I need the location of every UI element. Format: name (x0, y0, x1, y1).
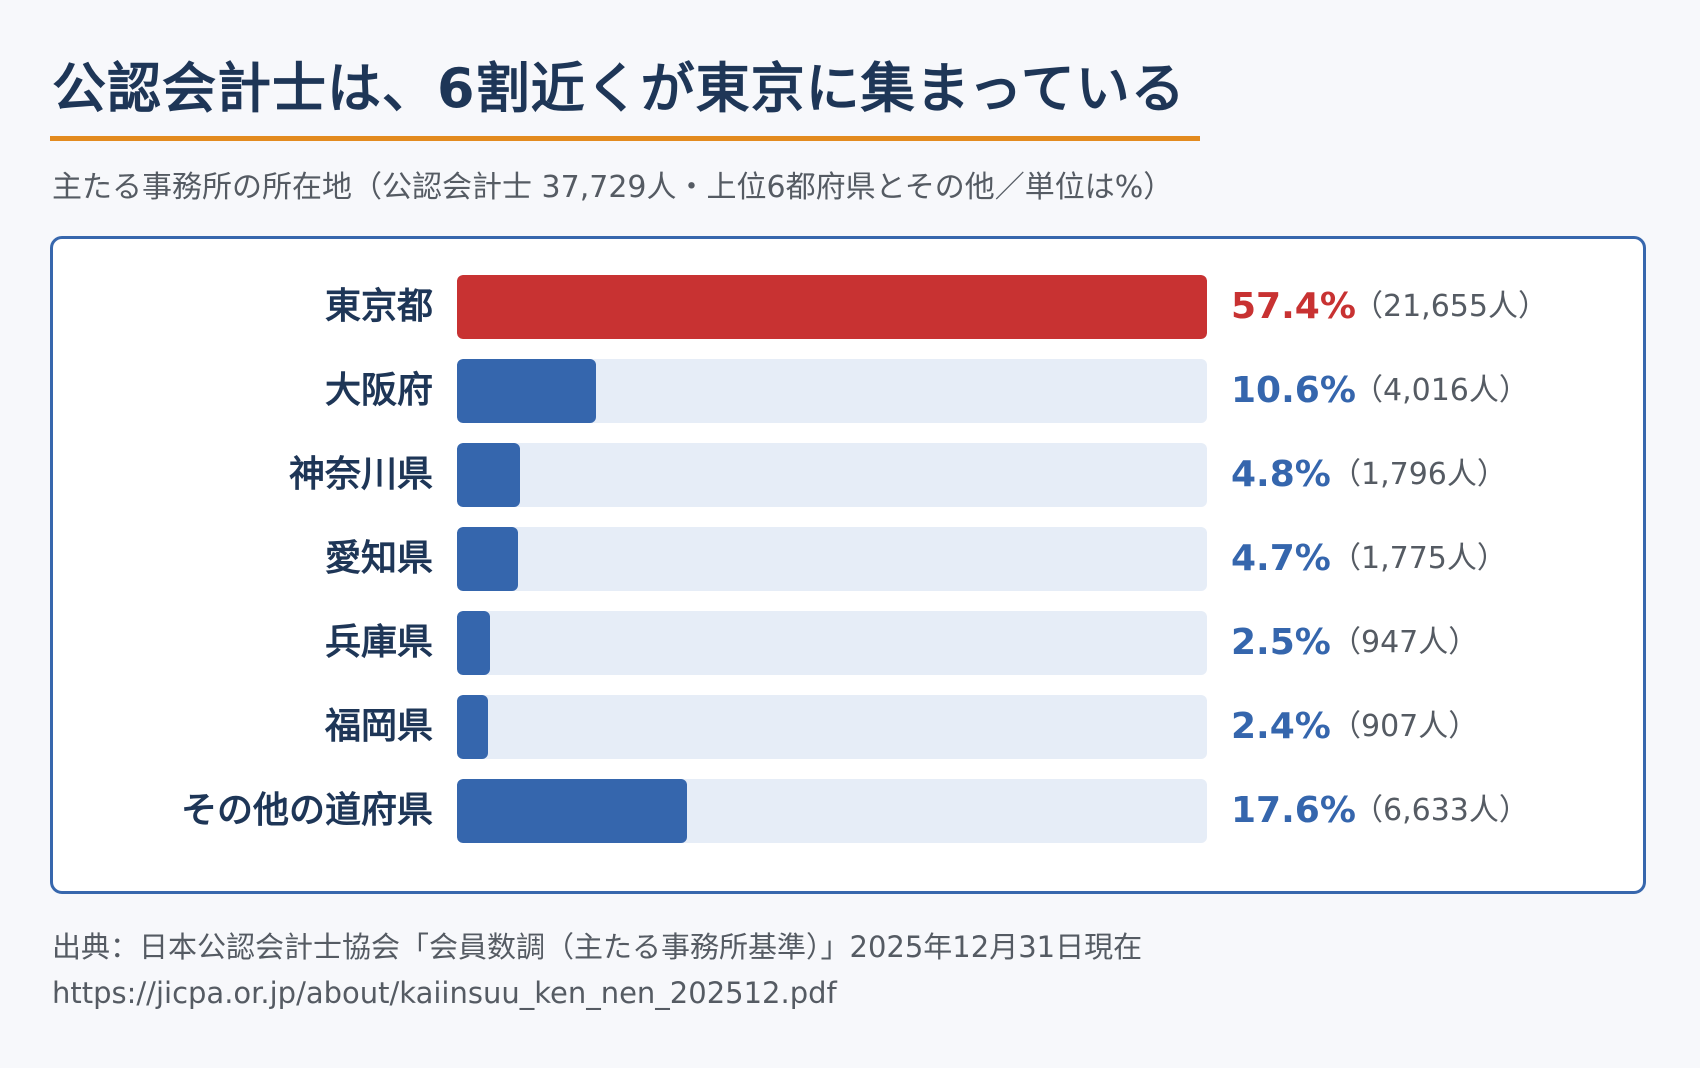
value-label: 4.7% (1231, 538, 1331, 579)
chart-subtitle: 主たる事務所の所在地（公認会計士 37,729人・上位6都府県とその他／単位は%… (52, 170, 1174, 205)
value-label: 2.5% (1231, 622, 1331, 663)
category-label: 神奈川県 (288, 454, 433, 495)
bar (457, 779, 687, 843)
bar-row: その他の道府県 17.6% （6,633人） (53, 779, 1643, 843)
bar (457, 611, 490, 675)
chart-title: 公認会計士は、6割近くが東京に集まっている (52, 57, 1186, 120)
bar-track (457, 611, 1207, 675)
value-label: 2.4% (1231, 706, 1331, 747)
count-label: （6,633人） (1353, 793, 1529, 828)
bar-track (457, 275, 1207, 339)
count-label: （21,655人） (1353, 289, 1548, 324)
bar-track (457, 695, 1207, 759)
bar-row: 大阪府 10.6% （4,016人） (53, 359, 1643, 423)
value-label: 10.6% (1231, 370, 1356, 411)
bar-track (457, 527, 1207, 591)
count-label: （4,016人） (1353, 373, 1529, 408)
bar-row: 神奈川県 4.8% （1,796人） (53, 443, 1643, 507)
title-underline (50, 136, 1200, 141)
count-label: （947人） (1331, 625, 1479, 660)
category-label: 愛知県 (324, 538, 433, 579)
bar (457, 359, 596, 423)
bar-row: 愛知県 4.7% （1,775人） (53, 527, 1643, 591)
bar (457, 275, 1207, 339)
category-label: 福岡県 (324, 706, 433, 747)
value-label: 4.8% (1231, 454, 1331, 495)
source-url[interactable]: https://jicpa.or.jp/about/kaiinsuu_ken_n… (52, 976, 837, 1010)
value-label: 17.6% (1231, 790, 1356, 831)
bar (457, 443, 520, 507)
bar (457, 527, 519, 591)
count-label: （1,775人） (1331, 541, 1507, 576)
bar-row: 兵庫県 2.5% （947人） (53, 611, 1643, 675)
category-label: 大阪府 (324, 370, 433, 411)
chart-panel: 東京都 57.4% （21,655人） 大阪府 10.6% （4,016人） 神奈川県 4.8… (50, 236, 1646, 894)
bar-track (457, 359, 1207, 423)
category-label: その他の道府県 (180, 790, 433, 831)
count-label: （907人） (1331, 709, 1479, 744)
bar-track (457, 779, 1207, 843)
category-label: 東京都 (324, 286, 433, 327)
bar (457, 695, 489, 759)
source-citation: 出典：日本公認会計士協会「会員数調（主たる事務所基準）」2025年12月31日現… (52, 930, 1143, 964)
count-label: （1,796人） (1331, 457, 1507, 492)
bar-row: 東京都 57.4% （21,655人） (53, 275, 1643, 339)
bar-row: 福岡県 2.4% （907人） (53, 695, 1643, 759)
source-note: 出典：日本公認会計士協会「会員数調（主たる事務所基準）」2025年12月31日現… (52, 924, 1142, 1016)
category-label: 兵庫県 (324, 622, 433, 663)
value-label: 57.4% (1231, 286, 1356, 327)
bar-track (457, 443, 1207, 507)
